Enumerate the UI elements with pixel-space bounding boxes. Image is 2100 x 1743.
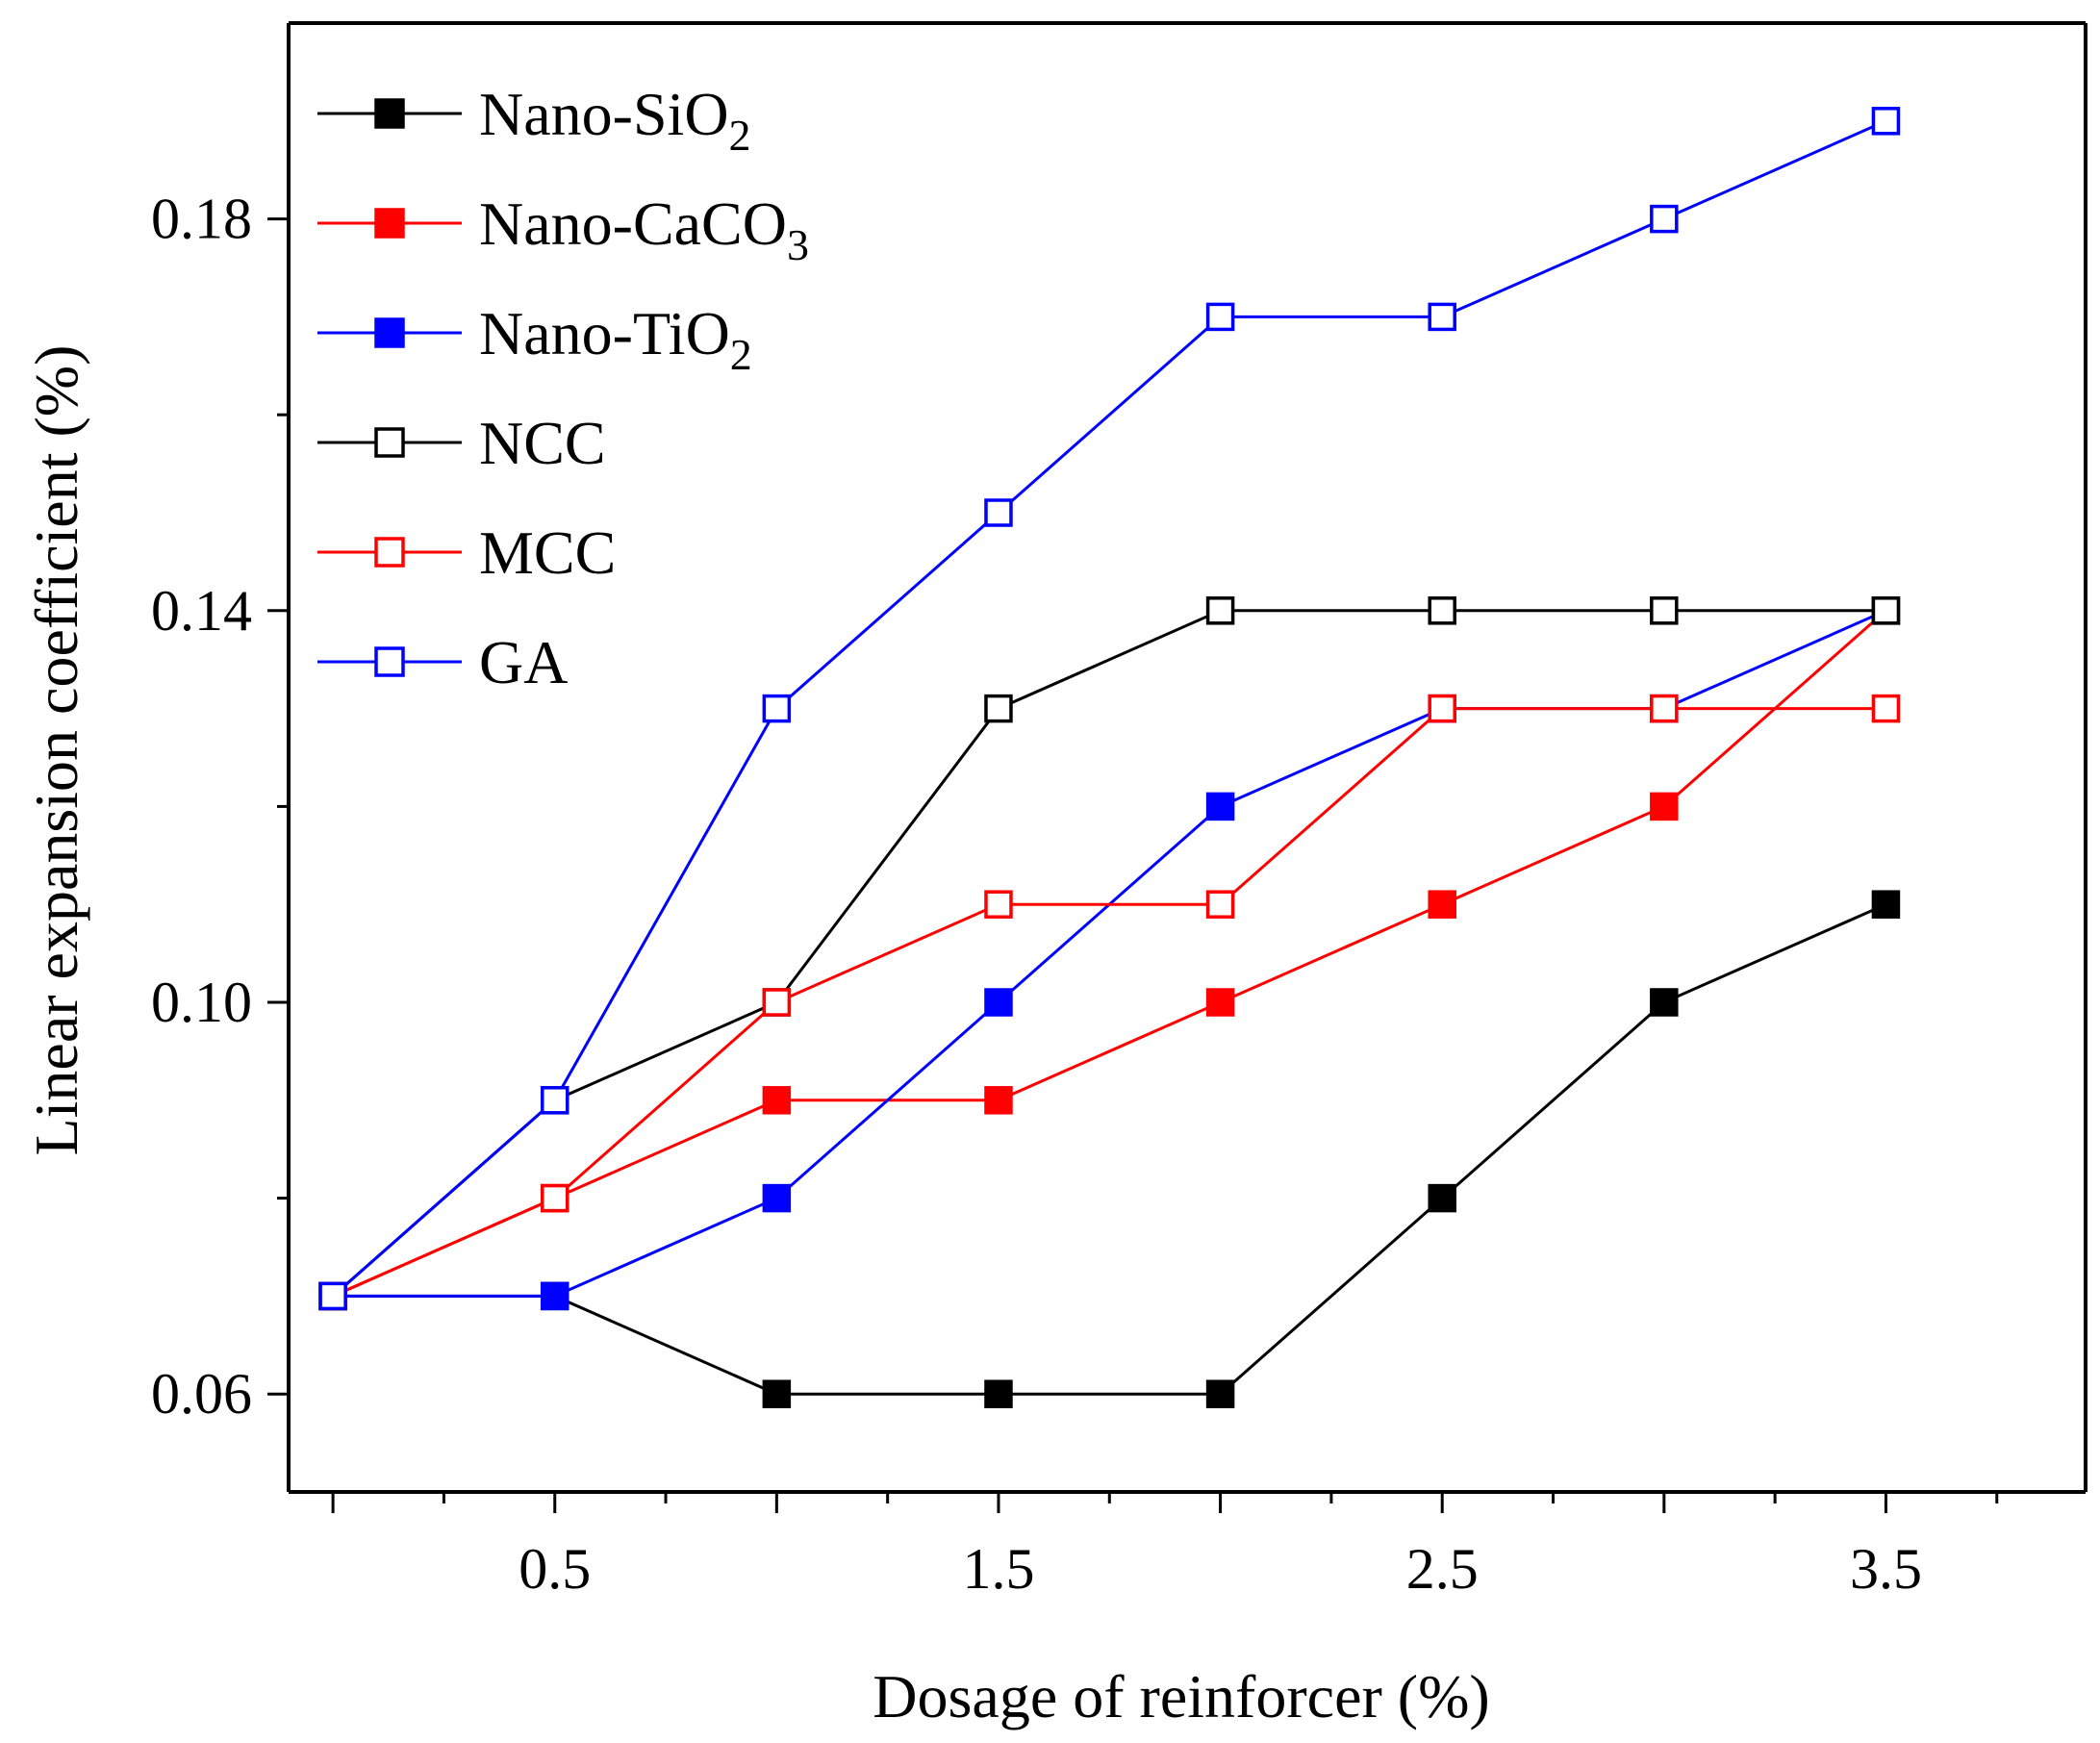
axes: 0.06 0.10 0.14 0.18 0.5 1.5 2.5 3.5 (151, 21, 2087, 1601)
data-point (1871, 890, 1901, 919)
data-point (1205, 302, 1235, 332)
x-tick-label: 0.5 (519, 1537, 591, 1601)
series-6 (318, 107, 1901, 1311)
legend-label: NCC (479, 409, 606, 477)
y-tick-label: 0.18 (151, 188, 252, 251)
legend-item: Nano-TiO2 (317, 299, 752, 379)
data-point (1650, 792, 1679, 821)
legend-marker (374, 537, 405, 568)
y-tick-label: 0.14 (151, 579, 252, 643)
data-point (540, 1086, 569, 1115)
series-line (332, 609, 1886, 1298)
legend-label: GA (479, 628, 568, 696)
y-tick-label: 0.10 (151, 971, 252, 1034)
legend-item: NCC (317, 409, 606, 477)
data-point (1205, 596, 1235, 625)
data-point (318, 1281, 347, 1311)
data-point (1871, 596, 1901, 625)
legend-item: Nano-CaCO3 (317, 189, 809, 269)
series-line (333, 902, 1887, 1396)
legend-marker (374, 427, 405, 458)
legend-label: Nano-CaCO3 (479, 189, 809, 269)
y-axis-title: Linear expansion coefficient (%) (22, 345, 90, 1156)
data-point (984, 694, 1013, 723)
legend-item: Nano-SiO2 (317, 80, 751, 160)
legend-label: Nano-TiO2 (479, 299, 752, 379)
series-line (332, 119, 1887, 1298)
data-point (1428, 890, 1456, 919)
x-axis-title: Dosage of reinforcer (%) (873, 1662, 1489, 1730)
legend-marker (374, 317, 405, 348)
legend-marker (374, 646, 405, 677)
data-point (762, 1086, 792, 1115)
legend-subscript: 3 (787, 220, 809, 269)
data-point (984, 988, 1013, 1017)
data-point (540, 1183, 569, 1213)
series-line (332, 707, 1886, 1298)
data-point (762, 988, 792, 1017)
data-point (1205, 988, 1235, 1017)
data-point (1650, 204, 1679, 234)
legend-subscript: 2 (729, 111, 751, 160)
legend-marker (374, 98, 405, 129)
series-1 (318, 890, 1901, 1408)
data-point (762, 1379, 792, 1408)
x-tick-label: 3.5 (1850, 1537, 1922, 1601)
data-point (984, 498, 1013, 527)
legend-label: MCC (479, 518, 616, 587)
data-point (1428, 694, 1456, 723)
data-point (1205, 792, 1235, 821)
data-point (1205, 1379, 1235, 1408)
legend-subscript: 2 (730, 330, 752, 379)
data-point (1650, 596, 1679, 625)
legend-label: Nano-SiO2 (479, 80, 751, 160)
data-point (762, 694, 792, 723)
legend-item: MCC (317, 518, 616, 587)
x-tick-label: 2.5 (1406, 1537, 1479, 1601)
data-point (1428, 1183, 1456, 1213)
data-point (1650, 988, 1679, 1017)
data-point (540, 1281, 569, 1311)
data-point (1871, 107, 1901, 136)
data-point (1428, 596, 1456, 625)
data-point (1650, 694, 1679, 723)
x-tick-label: 1.5 (962, 1537, 1034, 1601)
legend-item: GA (317, 628, 568, 696)
data-point (984, 1379, 1013, 1408)
legend-marker (374, 208, 405, 239)
series-layer (318, 107, 1901, 1408)
series-line (332, 609, 1887, 1298)
data-point (984, 1086, 1013, 1115)
data-point (1871, 694, 1901, 723)
legend: Nano-SiO2 Nano-CaCO3 Nano-TiO2 NCC MCC GA (317, 80, 809, 696)
data-point (1428, 302, 1456, 332)
data-point (1205, 890, 1235, 919)
y-tick-label: 0.06 (151, 1362, 252, 1426)
data-point (984, 890, 1013, 919)
data-point (762, 1183, 792, 1213)
